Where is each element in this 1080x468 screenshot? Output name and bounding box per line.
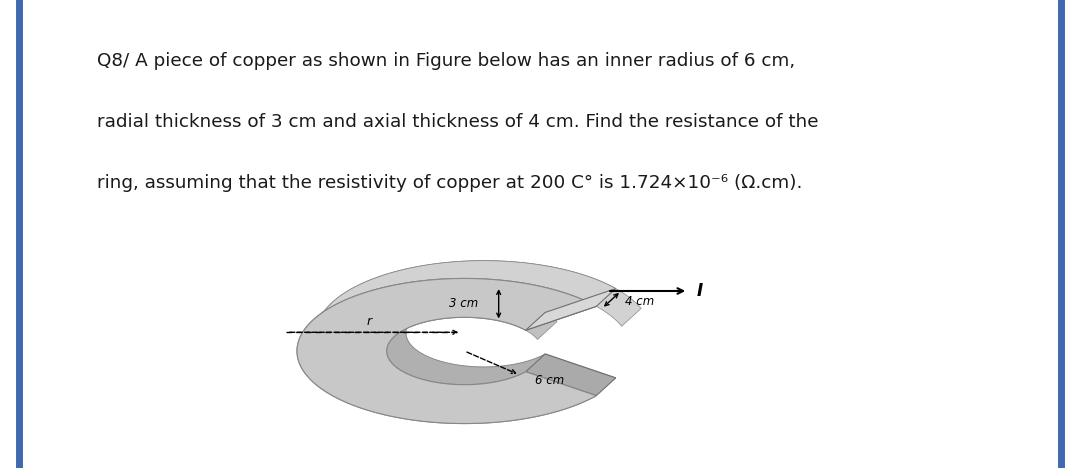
Text: Q8/ A piece of copper as shown in Figure below has an inner radius of 6 cm,: Q8/ A piece of copper as shown in Figure…: [97, 52, 795, 70]
Polygon shape: [316, 261, 616, 406]
Polygon shape: [307, 261, 642, 326]
Text: r: r: [366, 315, 372, 329]
Text: ring, assuming that the resistivity of copper at 200 C° is 1.724×10⁻⁶ (Ω.cm).: ring, assuming that the resistivity of c…: [97, 174, 802, 191]
Polygon shape: [297, 278, 596, 424]
Polygon shape: [526, 289, 616, 330]
Polygon shape: [297, 278, 596, 424]
Text: 3 cm: 3 cm: [449, 297, 478, 310]
Text: radial thickness of 3 cm and axial thickness of 4 cm. Find the resistance of the: radial thickness of 3 cm and axial thick…: [97, 113, 819, 131]
Text: 6 cm: 6 cm: [535, 374, 564, 387]
Text: I: I: [697, 282, 703, 300]
Text: 4 cm: 4 cm: [625, 295, 654, 308]
Polygon shape: [391, 300, 557, 339]
Polygon shape: [526, 354, 616, 395]
